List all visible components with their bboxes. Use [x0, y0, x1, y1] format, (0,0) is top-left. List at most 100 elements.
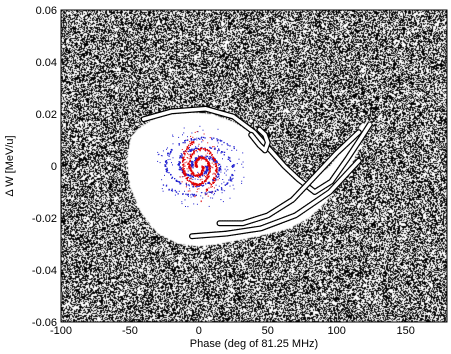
bunch-halo-point [159, 162, 161, 164]
bunch-halo-point [233, 188, 235, 190]
bunch-red-point [206, 175, 208, 177]
bunch-red-point [213, 160, 216, 162]
bunch-halo-point [196, 131, 198, 133]
bunch-blue-point [171, 176, 174, 178]
bunch-red-point [186, 149, 188, 151]
bunch-red-point [213, 179, 215, 181]
bunch-blue-point [184, 141, 186, 144]
bunch-blue-point [178, 163, 180, 165]
bunch-red-point [196, 166, 199, 168]
bunch-red-point [201, 165, 203, 167]
y-tick-label: -0.06 [32, 317, 57, 329]
bunch-blue-point [192, 176, 194, 178]
bunch-halo-point [225, 174, 227, 176]
bunch-red-point [192, 173, 195, 176]
bunch-red-point [213, 181, 215, 184]
bunch-red-point [205, 149, 207, 151]
bunch-blue-point [180, 169, 182, 171]
bunch-red-point [215, 164, 217, 167]
bunch-blue-point [215, 160, 217, 162]
bunch-red-point [195, 149, 197, 151]
bunch-red-point [198, 184, 200, 186]
bunch-blue-point [215, 162, 218, 164]
bunch-red-point [184, 170, 186, 172]
bunch-halo-point [164, 165, 166, 167]
bunch-blue-point [207, 170, 209, 172]
bunch-halo-point [182, 134, 183, 136]
bunch-blue-point [191, 163, 194, 165]
bunch-red-point [183, 165, 185, 167]
bunch-red-point [202, 166, 204, 168]
bunch-red-point [201, 181, 203, 183]
bunch-halo-point [241, 180, 243, 182]
bunch-blue-point [220, 152, 222, 154]
bunch-halo-point [199, 125, 201, 127]
bunch-blue-point [206, 155, 208, 158]
bunch-blue-point [229, 176, 232, 178]
bunch-halo-point [172, 143, 174, 145]
arm-2 [217, 130, 361, 225]
bunch-blue-point [204, 137, 206, 139]
bunch-red-point [189, 158, 191, 160]
bunch-halo-point [187, 190, 189, 192]
bunch-halo-point [242, 166, 244, 168]
x-tick-label: 0 [196, 325, 202, 337]
bunch-blue-point [214, 190, 217, 192]
bunch-red-point [208, 149, 210, 152]
bunch-blue-point [216, 176, 218, 178]
bunch-red-point [196, 164, 198, 166]
bunch-blue-point [199, 138, 201, 140]
bunch-red-point [192, 173, 195, 175]
bunch-halo-point [197, 131, 199, 133]
bunch-halo-point [205, 154, 207, 156]
bunch-blue-point [230, 179, 232, 181]
bunch-halo-point [183, 127, 185, 129]
bunch-red-point [201, 182, 204, 185]
bunch-halo-point [193, 185, 195, 187]
bunch-red-point [188, 163, 190, 165]
bunch-red-point [190, 170, 192, 172]
bunch-red-point [189, 165, 191, 167]
bunch-blue-point [168, 172, 170, 174]
bunch-red-point [206, 160, 208, 162]
bunch-red-point [191, 154, 194, 156]
bunch-halo-point [186, 161, 188, 163]
bunch-blue-point [211, 137, 213, 139]
bunch-halo-point [207, 142, 209, 144]
bunch-halo-point [162, 190, 164, 192]
bunch-blue-point [169, 153, 171, 155]
bunch-halo-point [187, 136, 188, 138]
bunch-red-point [197, 148, 199, 150]
bunch-blue-point [196, 185, 198, 187]
bunch-blue-point [166, 171, 168, 173]
bunch-red-point [208, 168, 210, 170]
bunch-blue-point [214, 161, 216, 163]
bunch-red-point [184, 171, 186, 173]
bunch-blue-point [195, 157, 197, 159]
bunch-blue-point [181, 169, 183, 171]
bunch-halo-point [213, 161, 215, 163]
bunch-blue-point [208, 158, 211, 160]
bunch-blue-point [211, 138, 213, 141]
bunch-halo-point [218, 177, 220, 179]
bunch-red-point [199, 156, 201, 158]
bunch-halo-point [184, 199, 186, 201]
bunch-halo-point [196, 191, 198, 193]
bunch-red-point [209, 168, 211, 171]
bunch-blue-point [171, 177, 173, 179]
bunch-halo-point [192, 178, 194, 180]
bunch-red-point [212, 156, 214, 158]
bunch-red-point [195, 175, 197, 177]
bunch-halo-point [209, 182, 211, 184]
bunch-blue-point [166, 167, 168, 169]
bunch-red-point [210, 184, 212, 186]
y-axis: -0.06 -0.04 -0.02 0 0.02 0.04 0.06 [32, 5, 447, 329]
bunch-halo-point [209, 137, 211, 139]
bunch-red-point [196, 166, 198, 168]
x-tick-label: 100 [328, 325, 346, 337]
bunch-blue-point [209, 146, 211, 148]
bunch-blue-point [178, 143, 180, 145]
bunch-halo-point [197, 145, 199, 147]
bunch-red-point [191, 143, 193, 145]
bunch-blue-point [189, 175, 191, 177]
